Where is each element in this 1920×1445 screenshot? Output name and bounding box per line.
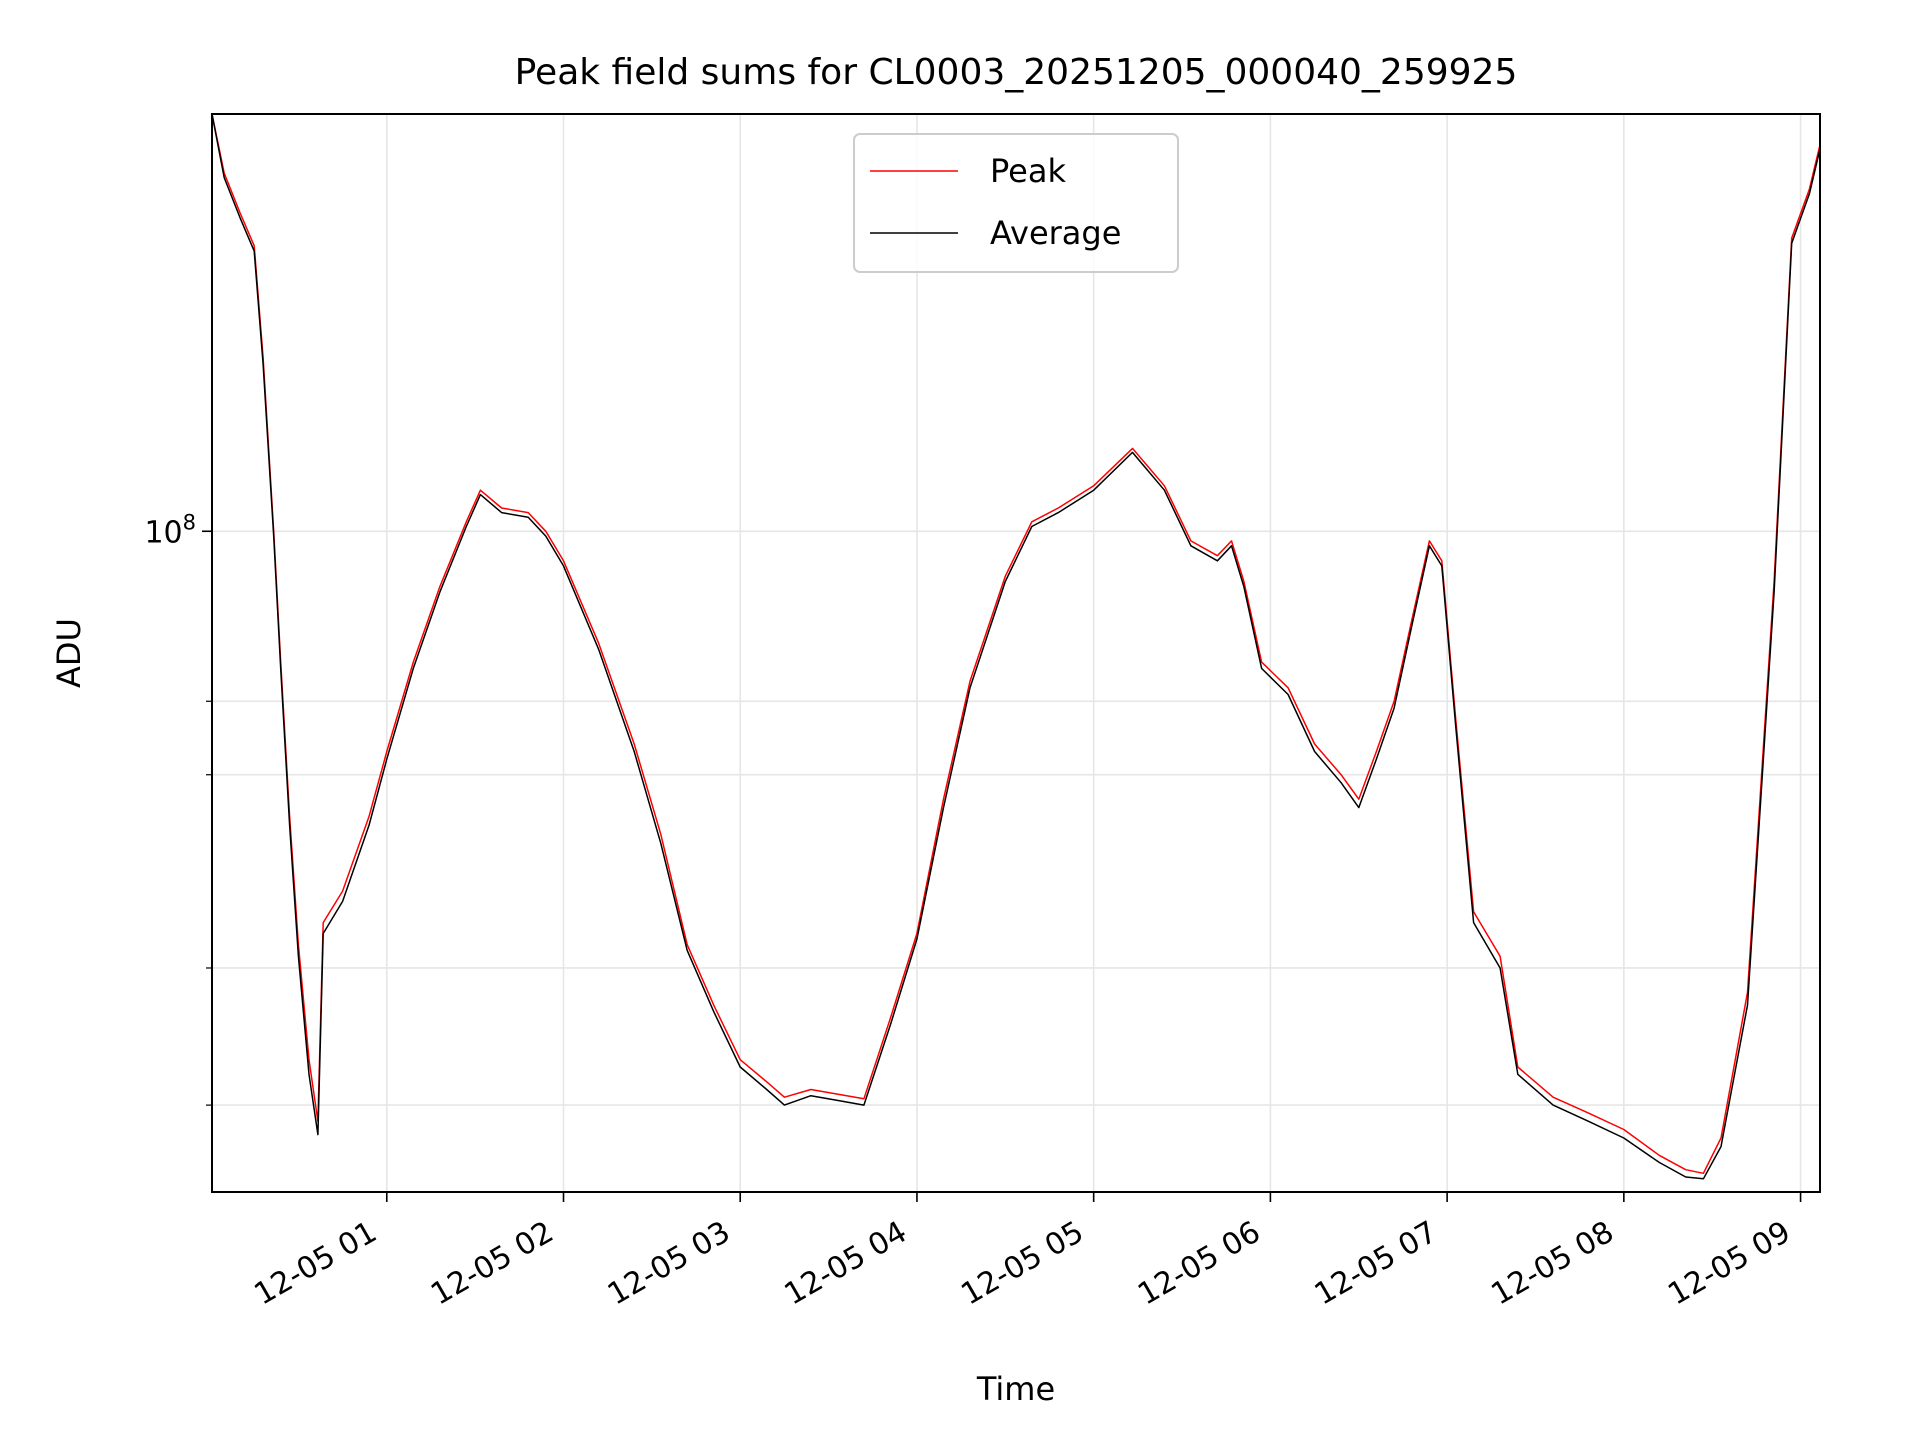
legend-label-peak: Peak bbox=[990, 152, 1066, 190]
y-tick-label-1: 108 bbox=[144, 510, 196, 550]
legend: Peak Average bbox=[853, 133, 1179, 273]
axes-frame bbox=[211, 113, 1821, 1193]
legend-box bbox=[853, 133, 1179, 273]
legend-label-average: Average bbox=[990, 214, 1121, 252]
series-line-average bbox=[211, 113, 1821, 1180]
plot-lines bbox=[211, 113, 1821, 1180]
series-line-peak bbox=[211, 113, 1821, 1175]
y-axis-label: ADU bbox=[50, 618, 88, 688]
chart-title: Peak field sums for CL0003_20251205_0000… bbox=[515, 52, 1518, 93]
x-axis-label: Time bbox=[976, 1370, 1055, 1408]
